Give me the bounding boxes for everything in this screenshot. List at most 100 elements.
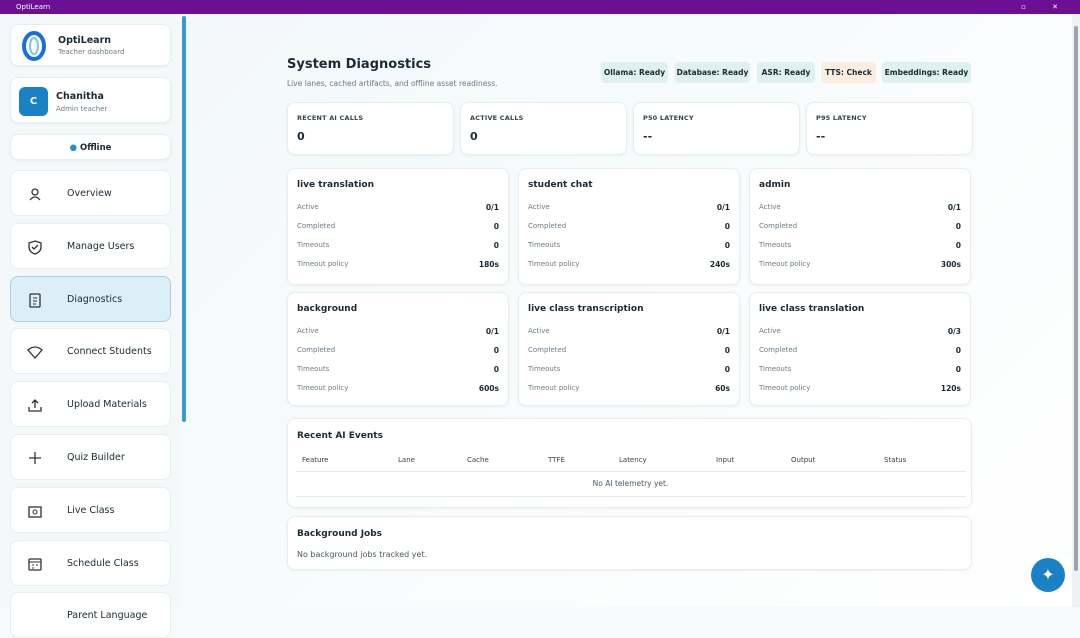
stat-card: RECENT AI CALLS 0 <box>287 102 454 155</box>
table-header: Lane <box>398 456 415 464</box>
lane-row-label: Active <box>528 203 550 211</box>
lane-row-label: Timeout policy <box>759 260 811 268</box>
nav-icon <box>28 399 42 412</box>
lane-row-label: Active <box>528 327 550 335</box>
nav-item[interactable]: Overview <box>10 170 171 216</box>
brand-card: OptiLearn Teacher dashboard <box>10 24 171 66</box>
lane-card: admin Active 0/1 Completed 0 Timeouts 0 Timeout… <box>749 168 971 285</box>
assistant-button[interactable]: ✦ <box>1031 558 1065 592</box>
nav-icon <box>27 608 43 624</box>
window-controls[interactable]: ▫ ✕ <box>1021 3 1070 11</box>
lane-name: live class transcription <box>528 304 644 314</box>
lane-name: live translation <box>297 180 374 190</box>
stat-value: -- <box>816 130 826 143</box>
lane-name: background <box>297 304 358 314</box>
page-scrollbar[interactable] <box>1072 14 1080 607</box>
stat-value: 0 <box>297 130 305 143</box>
lane-row-value: 0 <box>955 241 961 250</box>
nav-icon <box>27 346 43 360</box>
sidebar: OptiLearn Teacher dashboard C Chanitha A… <box>0 14 186 638</box>
lane-row-value: 0 <box>724 222 730 231</box>
lane-row-label: Completed <box>759 346 798 354</box>
status-badge: TTS: Check <box>821 62 876 83</box>
nav-item[interactable]: Schedule Class <box>10 539 171 586</box>
user-card: C Chanitha Admin teacher <box>10 77 171 123</box>
lane-row-value: 0 <box>493 365 499 374</box>
stat-card: P50 LATENCY -- <box>633 102 800 155</box>
nav-label: Live Class <box>67 504 115 516</box>
scroll-thumb[interactable] <box>1074 26 1078 571</box>
table-header: Latency <box>619 456 647 464</box>
stat-label: P50 LATENCY <box>643 114 694 122</box>
events-title: Recent AI Events <box>297 431 383 441</box>
page-title: System Diagnostics <box>287 57 432 72</box>
lane-row-label: Completed <box>528 222 567 230</box>
lane-row-value: 0 <box>724 241 730 250</box>
lane-row-value: 0/1 <box>716 203 730 212</box>
user-name: Chanitha <box>56 91 104 102</box>
divider <box>296 471 966 472</box>
events-empty: No AI telemetry yet. <box>592 479 669 488</box>
lane-card: live translation Active 0/1 Completed 0 Timeo… <box>287 168 509 285</box>
nav-item[interactable]: Live Class <box>10 486 171 533</box>
lane-row-label: Active <box>297 327 319 335</box>
lane-row-value: 0/1 <box>485 327 499 336</box>
lane-row-label: Timeouts <box>528 365 561 373</box>
lane-row-label: Timeout policy <box>297 260 349 268</box>
table-header: Output <box>791 456 816 464</box>
lane-row-value: 600s <box>478 384 499 393</box>
lane-row-value: 60s <box>715 384 730 393</box>
lane-row-value: 0 <box>955 346 961 355</box>
nav-label: Upload Materials <box>67 399 147 411</box>
lane-row-label: Timeout policy <box>759 384 811 392</box>
user-role: Admin teacher <box>56 105 108 113</box>
nav-label: Parent Language <box>67 610 148 622</box>
stat-label: P95 LATENCY <box>816 114 867 122</box>
nav-icon <box>28 240 42 255</box>
lane-row-value: 0/1 <box>947 203 961 212</box>
nav-item[interactable]: Diagnostics <box>10 275 171 322</box>
lane-row-value: 0 <box>493 346 499 355</box>
nav-item[interactable]: Parent Language <box>10 592 171 638</box>
nav-item[interactable]: Upload Materials <box>10 381 171 428</box>
lane-name: admin <box>759 180 791 190</box>
jobs-empty: No background jobs tracked yet. <box>297 550 428 559</box>
lane-card: background Active 0/1 Completed 0 Timeouts 0 Ti… <box>287 292 509 406</box>
nav-icon <box>28 557 42 571</box>
nav-label: Schedule Class <box>67 557 139 569</box>
lane-card: live class translation Active 0/3 Completed… <box>749 292 971 406</box>
lane-row-value: 0 <box>493 222 499 231</box>
table-header: Input <box>716 456 735 464</box>
nav-item[interactable]: Manage Users <box>10 222 171 269</box>
nav-label: Quiz Builder <box>67 452 125 463</box>
lane-row-value: 180s <box>478 260 499 269</box>
sidebar-scrollbar[interactable] <box>182 16 186 422</box>
lane-row-value: 0/1 <box>485 203 499 212</box>
main-content: System Diagnostics Live lanes, cached ar… <box>188 14 1072 607</box>
lane-row-label: Timeouts <box>297 241 330 249</box>
nav-item[interactable]: Connect Students <box>10 328 171 375</box>
nav-label: Diagnostics <box>67 293 123 305</box>
stat-card: ACTIVE CALLS 0 <box>460 102 627 155</box>
status-badge: Ollama: Ready <box>601 62 668 83</box>
stat-label: RECENT AI CALLS <box>297 114 364 122</box>
lane-row-label: Active <box>759 327 781 335</box>
brand-subtitle: Teacher dashboard <box>58 48 125 56</box>
status-pill: ● Offline <box>10 134 171 160</box>
lane-row-value: 0 <box>955 222 961 231</box>
lane-row-label: Timeout policy <box>528 384 580 392</box>
nav-item[interactable]: Quiz Builder <box>10 434 171 480</box>
nav-icon <box>29 188 41 201</box>
lane-row-value: 0/1 <box>716 327 730 336</box>
lane-row-label: Timeouts <box>528 241 561 249</box>
status-badge: Embeddings: Ready <box>882 62 971 83</box>
lane-row-label: Active <box>297 203 319 211</box>
lane-card: student chat Active 0/1 Completed 0 Timeouts 0… <box>518 168 740 285</box>
lane-row-label: Timeout policy <box>528 260 580 268</box>
stat-label: ACTIVE CALLS <box>470 114 524 122</box>
table-header: Status <box>884 456 907 464</box>
nav-icon <box>29 452 41 464</box>
lane-row-label: Timeout policy <box>297 384 349 392</box>
nav-label: Manage Users <box>67 240 135 252</box>
